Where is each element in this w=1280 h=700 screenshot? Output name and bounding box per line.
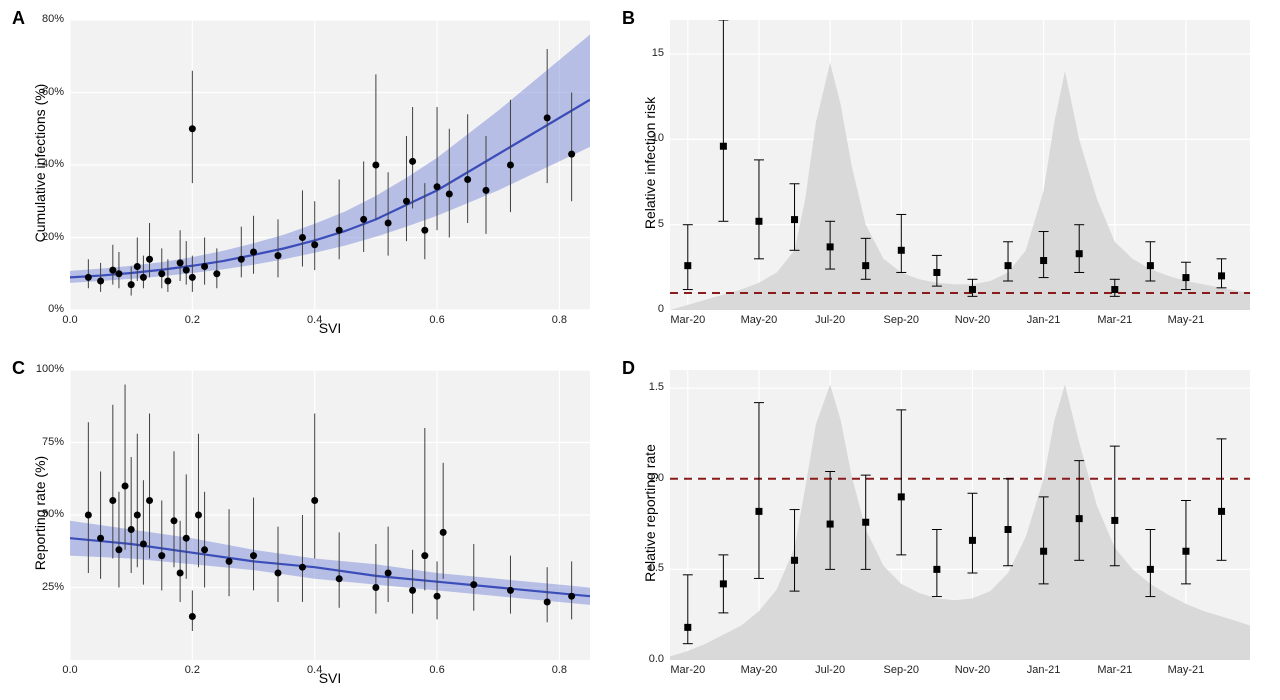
panel-c-xlabel: SVI xyxy=(70,670,590,686)
ytick-label: 100% xyxy=(18,363,64,375)
xtick-label: Jul-20 xyxy=(804,314,856,326)
ytick-label: 60% xyxy=(18,86,64,98)
ytick-label: 25% xyxy=(18,581,64,593)
xtick-label: 0.4 xyxy=(303,664,327,676)
ytick-label: 75% xyxy=(18,436,64,448)
xtick-label: May-20 xyxy=(733,664,785,676)
xtick-label: 0.2 xyxy=(180,314,204,326)
ytick-label: 80% xyxy=(18,13,64,25)
ytick-label: 1.0 xyxy=(618,472,664,484)
ytick-label: 0 xyxy=(618,303,664,315)
xtick-label: May-20 xyxy=(733,314,785,326)
panel-c-plot xyxy=(70,370,590,660)
ytick-label: 40% xyxy=(18,158,64,170)
xtick-label: Mar-21 xyxy=(1089,664,1141,676)
ytick-label: 50% xyxy=(18,508,64,520)
ytick-label: 10 xyxy=(618,132,664,144)
panel-a: A Cumulative infections (%) SVI 0%20%40%… xyxy=(70,20,590,310)
xtick-label: 0.6 xyxy=(425,664,449,676)
figure-root: A Cumulative infections (%) SVI 0%20%40%… xyxy=(0,0,1280,700)
ytick-label: 0.0 xyxy=(618,653,664,665)
panel-a-plot xyxy=(70,20,590,310)
panel-d-ylabel: Relative reporting rate xyxy=(642,388,658,638)
xtick-label: Jan-21 xyxy=(1018,314,1070,326)
xtick-label: Nov-20 xyxy=(946,664,998,676)
xtick-label: Sep-20 xyxy=(875,314,927,326)
panel-b-ylabel: Relative infection risk xyxy=(642,38,658,288)
xtick-label: 0.8 xyxy=(547,664,571,676)
ytick-label: 20% xyxy=(18,231,64,243)
xtick-label: 0.2 xyxy=(180,664,204,676)
xtick-label: Nov-20 xyxy=(946,314,998,326)
xtick-label: Mar-20 xyxy=(662,664,714,676)
panel-b-tag: B xyxy=(622,8,635,29)
xtick-label: 0.4 xyxy=(303,314,327,326)
panel-b-plot xyxy=(670,20,1250,310)
xtick-label: 0.8 xyxy=(547,314,571,326)
xtick-label: May-21 xyxy=(1160,664,1212,676)
panel-d-tag: D xyxy=(622,358,635,379)
panel-a-xlabel: SVI xyxy=(70,320,590,336)
xtick-label: 0.0 xyxy=(58,314,82,326)
xtick-label: Jan-21 xyxy=(1018,664,1070,676)
xtick-label: 0.6 xyxy=(425,314,449,326)
panel-b: B Relative infection risk 051015Mar-20Ma… xyxy=(670,20,1250,310)
xtick-label: May-21 xyxy=(1160,314,1212,326)
ytick-label: 15 xyxy=(618,47,664,59)
xtick-label: 0.0 xyxy=(58,664,82,676)
panel-c: C Reporting rate (%) SVI 25%50%75%100%0.… xyxy=(70,370,590,660)
ytick-label: 0.5 xyxy=(618,562,664,574)
ytick-label: 1.5 xyxy=(618,381,664,393)
ytick-label: 5 xyxy=(618,218,664,230)
xtick-label: Mar-20 xyxy=(662,314,714,326)
xtick-label: Sep-20 xyxy=(875,664,927,676)
xtick-label: Jul-20 xyxy=(804,664,856,676)
panel-d-plot xyxy=(670,370,1250,660)
xtick-label: Mar-21 xyxy=(1089,314,1141,326)
panel-d: D Relative reporting rate 0.00.51.01.5Ma… xyxy=(670,370,1250,660)
